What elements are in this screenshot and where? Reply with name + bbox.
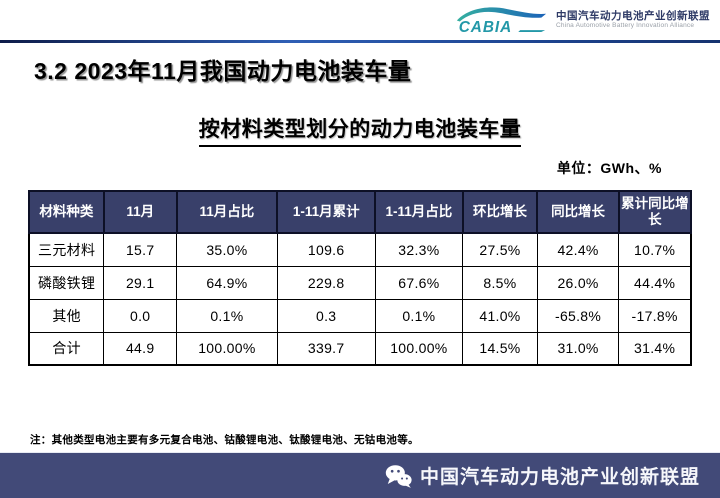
table-cell: 100.00%	[374, 331, 464, 366]
cabia-logo: CABIA 中国汽车动力电池产业创新联盟 China Automotive Ba…	[453, 4, 710, 36]
table-row-total: 合计 44.9 100.00% 339.7 100.00% 14.5% 31.0…	[28, 331, 692, 366]
table-cell: 0.0	[103, 298, 178, 333]
table-cell: 44.4%	[618, 265, 692, 300]
table-cell: 8.5%	[462, 265, 538, 300]
table-row-lfp: 磷酸铁锂 29.1 64.9% 229.8 67.6% 8.5% 26.0% 4…	[28, 265, 692, 300]
table-title: 按材料类型划分的动力电池装车量	[198, 113, 522, 147]
col-header-cumulative-share: 1-11月占比	[374, 190, 464, 234]
table-cell: 31.0%	[536, 331, 620, 366]
table-cell: 26.0%	[536, 265, 620, 300]
table-title-wrap: 按材料类型划分的动力电池装车量	[0, 113, 720, 147]
col-header-november: 11月	[102, 190, 178, 234]
table-cell: 10.7%	[618, 232, 692, 267]
table-cell: 44.9	[103, 331, 178, 366]
table-cell: 15.7	[103, 232, 178, 267]
table-header-row: 材料种类 11月 11月占比 1-11月累计 1-11月占比 环比增长 同比增长…	[28, 190, 693, 234]
table-row-ternary: 三元材料 15.7 35.0% 109.6 32.3% 27.5% 42.4% …	[28, 232, 692, 267]
cabia-brand-text: CABIA	[459, 19, 512, 36]
unit-label: 单位：GWh、%	[556, 160, 662, 176]
table-cell: 31.4%	[618, 331, 692, 366]
col-header-material-type: 材料种类	[28, 190, 105, 234]
table-cell: 109.6	[276, 232, 376, 267]
top-header: CABIA 中国汽车动力电池产业创新联盟 China Automotive Ba…	[0, 0, 720, 40]
row-header: 其他	[28, 298, 105, 333]
logo-org-name-en: China Automotive Battery Innovation Alli…	[556, 22, 695, 30]
col-header-november-share: 11月占比	[175, 190, 279, 234]
table-cell: -65.8%	[536, 298, 620, 333]
col-header-cumulative: 1-11月累计	[276, 190, 377, 234]
col-header-cumulative-yoy-growth: 累计同比增长	[617, 190, 693, 234]
header-divider-line	[0, 40, 720, 43]
table-cell: 100.00%	[176, 331, 278, 366]
row-header: 磷酸铁锂	[28, 265, 105, 300]
table-cell: 27.5%	[462, 232, 538, 267]
table-cell: 64.9%	[176, 265, 278, 300]
table-cell: 67.6%	[374, 265, 464, 300]
col-header-mom-growth: 环比增长	[461, 190, 539, 234]
table-cell: -17.8%	[618, 298, 692, 333]
cabia-car-logo-icon: CABIA	[456, 7, 547, 36]
footer-org-name: 中国汽车动力电池产业创新联盟	[419, 467, 700, 488]
table-cell: 41.0%	[462, 298, 538, 333]
logo-org-name-cn: 中国汽车动力电池产业创新联盟	[556, 10, 710, 23]
logo-org-names: 中国汽车动力电池产业创新联盟 China Automotive Battery …	[556, 10, 710, 30]
wechat-icon	[385, 464, 412, 488]
table-cell: 0.3	[276, 298, 376, 333]
col-header-yoy-growth: 同比增长	[536, 190, 620, 234]
table-cell: 339.7	[276, 331, 376, 366]
footer-bar: 中国汽车动力电池产业创新联盟	[0, 452, 720, 498]
table-cell: 229.8	[276, 265, 376, 300]
table-cell: 0.1%	[374, 298, 464, 333]
footnote: 注：其他类型电池主要有多元复合电池、钴酸锂电池、钛酸锂电池、无钴电池等。	[30, 434, 419, 446]
row-header: 三元材料	[28, 232, 105, 267]
page-title: 3.2 2023年11月我国动力电池装车量	[34, 58, 412, 84]
table-row-other: 其他 0.0 0.1% 0.3 0.1% 41.0% -65.8% -17.8%	[28, 298, 692, 333]
table-cell: 42.4%	[536, 232, 620, 267]
table-cell: 35.0%	[176, 232, 278, 267]
table-cell: 29.1	[103, 265, 178, 300]
table-cell: 32.3%	[374, 232, 464, 267]
row-header: 合计	[28, 331, 105, 366]
battery-installation-table: 材料种类 11月 11月占比 1-11月累计 1-11月占比 环比增长 同比增长…	[28, 190, 693, 366]
table-cell: 0.1%	[176, 298, 278, 333]
table-cell: 14.5%	[462, 331, 538, 366]
